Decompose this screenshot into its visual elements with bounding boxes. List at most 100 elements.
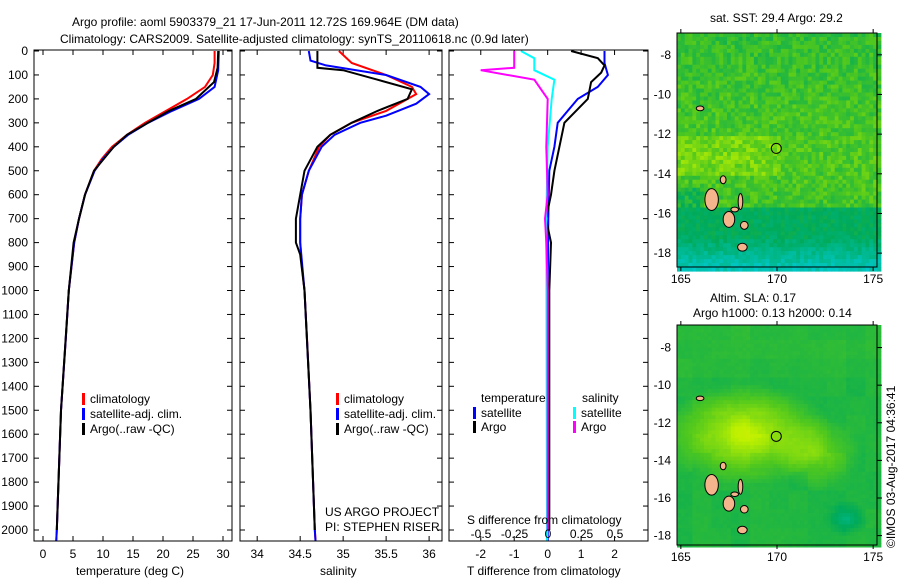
- map-cell: [738, 231, 743, 236]
- map-cell: [857, 207, 863, 213]
- map-cell: [738, 263, 743, 268]
- map-cell: [784, 207, 790, 213]
- map-cell: [680, 452, 686, 458]
- map-cell: [842, 163, 847, 169]
- map-cell: [753, 33, 759, 38]
- map-cell: [807, 195, 813, 201]
- map-cell: [734, 411, 740, 416]
- map-cell: [869, 163, 874, 169]
- map-cell: [703, 255, 709, 260]
- map-cell: [819, 104, 824, 109]
- map-cell: [850, 44, 855, 50]
- map-cell: [773, 373, 778, 379]
- map-cell: [765, 486, 770, 492]
- map-cell: [730, 44, 736, 50]
- map-cell: [800, 243, 805, 248]
- map-cell: [692, 96, 697, 102]
- map-cell: [811, 72, 816, 78]
- map-cell: [800, 203, 805, 209]
- map-cell: [738, 366, 743, 371]
- map-cell: [692, 199, 697, 205]
- map-cell: [688, 449, 693, 454]
- map-cell: [765, 528, 770, 533]
- map-cell: [688, 108, 693, 113]
- map-cell: [703, 381, 709, 386]
- map-cell: [680, 396, 686, 401]
- map-cell: [761, 388, 766, 394]
- map-cell: [823, 92, 828, 98]
- map-cell: [846, 136, 851, 141]
- map-cell: [827, 48, 832, 54]
- map-cell: [688, 498, 693, 503]
- map-cell: [834, 80, 840, 86]
- map-cell: [869, 52, 874, 58]
- map-cell: [727, 373, 732, 379]
- map-cell: [784, 155, 790, 161]
- map-cell: [777, 203, 782, 209]
- map-cell: [719, 155, 724, 161]
- map-cell: [696, 56, 701, 62]
- legend-label: satellite-adj. clim.: [90, 407, 182, 421]
- map-cell: [769, 528, 774, 533]
- map-cell: [730, 482, 736, 488]
- map-cell: [773, 263, 778, 268]
- map-cell: [769, 159, 774, 165]
- map-cell: [719, 80, 724, 86]
- map-cell: [869, 116, 874, 121]
- map-cell: [696, 84, 701, 90]
- map-cell: [746, 467, 751, 473]
- map-cell: [850, 227, 855, 232]
- map-cell: [730, 355, 736, 360]
- map-cell: [719, 366, 724, 371]
- map-cell: [700, 100, 705, 105]
- legend-label: Argo: [581, 420, 607, 434]
- map-cell: [703, 370, 709, 375]
- map-cell: [696, 211, 701, 217]
- map-cell: [719, 426, 724, 431]
- map-cell: [677, 84, 682, 90]
- map-cell: [819, 52, 824, 58]
- map-cell: [846, 247, 851, 252]
- map-cell: [730, 407, 736, 413]
- map-cell: [692, 336, 697, 341]
- map-cell: [765, 108, 770, 113]
- map-cell: [811, 155, 816, 161]
- map-cell: [857, 108, 863, 113]
- map-cell: [777, 207, 782, 213]
- map-cell: [853, 76, 859, 82]
- map-cell: [684, 199, 690, 205]
- map-cell: [680, 528, 686, 533]
- map-cell: [815, 179, 820, 185]
- map-cell: [707, 407, 713, 413]
- map-cell: [715, 44, 720, 50]
- map-cell: [780, 40, 786, 46]
- map-cell: [761, 179, 766, 185]
- map-cell: [761, 336, 766, 341]
- map-cell: [730, 80, 736, 86]
- map-cell: [727, 163, 732, 169]
- map-cell: [838, 68, 843, 74]
- map-cell: [757, 179, 763, 185]
- map-cell: [753, 343, 759, 349]
- map-cell: [761, 520, 766, 525]
- map-cell: [692, 501, 697, 507]
- map-cell: [734, 227, 740, 232]
- map-cell: [750, 464, 755, 469]
- map-cell: [753, 148, 759, 153]
- map-cell: [865, 183, 870, 189]
- map-cell: [742, 140, 747, 145]
- map-cell: [738, 187, 743, 193]
- map-cell: [830, 199, 836, 205]
- map-cell: [696, 498, 701, 503]
- map-cell: [696, 407, 701, 413]
- map-cell: [784, 243, 790, 248]
- map-cell: [738, 124, 743, 129]
- map-cell: [684, 132, 690, 137]
- map-cell: [792, 60, 797, 66]
- map-cell: [765, 520, 770, 525]
- map-cell: [696, 340, 701, 345]
- map-cell: [742, 441, 747, 446]
- map-cell: [788, 251, 793, 256]
- map-cell: [738, 37, 743, 42]
- map-cell: [696, 144, 701, 149]
